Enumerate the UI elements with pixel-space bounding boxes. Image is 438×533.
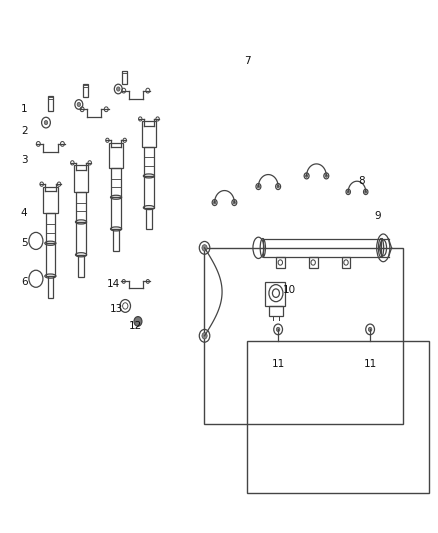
Circle shape: [347, 191, 349, 193]
Text: 2: 2: [21, 126, 28, 135]
Text: 12: 12: [129, 321, 142, 331]
Circle shape: [277, 185, 279, 188]
Circle shape: [365, 191, 367, 193]
Circle shape: [368, 327, 372, 332]
Circle shape: [233, 201, 236, 204]
Text: 3: 3: [21, 155, 28, 165]
Circle shape: [276, 327, 280, 332]
Bar: [76, 222, 86, 255]
Bar: [142, 122, 156, 147]
Circle shape: [117, 87, 120, 91]
Text: 10: 10: [283, 286, 296, 295]
Text: 6: 6: [21, 278, 28, 287]
Bar: [144, 176, 154, 208]
Bar: [247, 341, 429, 493]
Bar: [78, 255, 84, 277]
Bar: [109, 142, 124, 168]
Circle shape: [305, 174, 308, 177]
Bar: [48, 276, 53, 298]
Bar: [122, 70, 127, 84]
Text: 7: 7: [244, 56, 251, 66]
Circle shape: [77, 102, 81, 107]
Circle shape: [202, 245, 207, 251]
Bar: [265, 282, 285, 306]
Bar: [46, 213, 55, 243]
Circle shape: [257, 185, 260, 188]
Bar: [48, 96, 53, 111]
Circle shape: [202, 333, 207, 339]
Text: 11: 11: [272, 359, 285, 368]
Text: 9: 9: [374, 211, 381, 221]
Text: 5: 5: [21, 238, 28, 247]
Circle shape: [325, 174, 328, 177]
Bar: [263, 238, 381, 257]
Text: 13: 13: [110, 304, 123, 314]
Text: 11: 11: [364, 359, 377, 368]
Circle shape: [44, 120, 48, 125]
Bar: [111, 168, 121, 197]
Bar: [276, 257, 285, 268]
Bar: [269, 306, 283, 316]
Bar: [342, 257, 350, 268]
Bar: [76, 192, 86, 222]
Bar: [83, 84, 88, 97]
Bar: [309, 257, 318, 268]
Bar: [74, 165, 88, 192]
Bar: [146, 207, 152, 229]
Text: 8: 8: [358, 176, 365, 186]
Circle shape: [213, 201, 216, 204]
Bar: [46, 243, 55, 276]
Bar: [204, 248, 403, 424]
Bar: [144, 147, 154, 176]
Bar: [111, 197, 121, 229]
Bar: [113, 229, 119, 251]
Text: 14: 14: [107, 279, 120, 288]
Text: 4: 4: [21, 208, 28, 218]
Text: 1: 1: [21, 104, 28, 114]
Bar: [43, 187, 58, 213]
Circle shape: [134, 317, 142, 326]
